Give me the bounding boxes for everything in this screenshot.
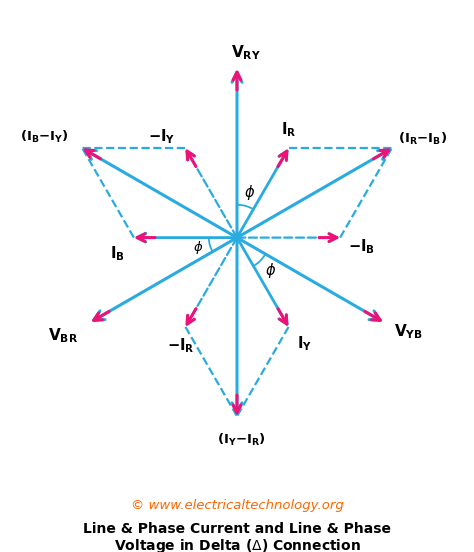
Text: $\mathbf{-I_R}$: $\mathbf{-I_R}$ bbox=[167, 336, 194, 355]
Text: $\phi$: $\phi$ bbox=[244, 183, 255, 202]
Text: Line & Phase Current and Line & Phase: Line & Phase Current and Line & Phase bbox=[83, 522, 391, 536]
Text: $\mathbf{V_{BR}}$: $\mathbf{V_{BR}}$ bbox=[48, 327, 78, 346]
Text: $\mathbf{V_{RY}}$: $\mathbf{V_{RY}}$ bbox=[231, 43, 261, 62]
Text: $\mathbf{(I_Y{-}I_R)}$: $\mathbf{(I_Y{-}I_R)}$ bbox=[217, 432, 266, 448]
Text: $\mathbf{-I_Y}$: $\mathbf{-I_Y}$ bbox=[148, 127, 176, 146]
Text: $\mathbf{I_R}$: $\mathbf{I_R}$ bbox=[281, 120, 296, 139]
Text: $\phi$: $\phi$ bbox=[193, 240, 204, 257]
Text: Voltage in Delta ($\Delta$) Connection: Voltage in Delta ($\Delta$) Connection bbox=[114, 538, 360, 552]
Text: $\mathbf{(I_R{-}I_B)}$: $\mathbf{(I_R{-}I_B)}$ bbox=[398, 131, 447, 147]
Text: $\mathbf{(I_B{-}I_Y)}$: $\mathbf{(I_B{-}I_Y)}$ bbox=[20, 129, 69, 145]
Text: $\mathbf{-I_B}$: $\mathbf{-I_B}$ bbox=[348, 237, 375, 256]
Text: $\phi$: $\phi$ bbox=[264, 261, 276, 280]
Text: $\mathbf{I_Y}$: $\mathbf{I_Y}$ bbox=[298, 334, 312, 353]
Text: $\mathbf{V_{YB}}$: $\mathbf{V_{YB}}$ bbox=[394, 322, 423, 341]
Text: © www.electricaltechnology.org: © www.electricaltechnology.org bbox=[131, 498, 343, 512]
Text: $\mathbf{I_B}$: $\mathbf{I_B}$ bbox=[110, 245, 125, 263]
